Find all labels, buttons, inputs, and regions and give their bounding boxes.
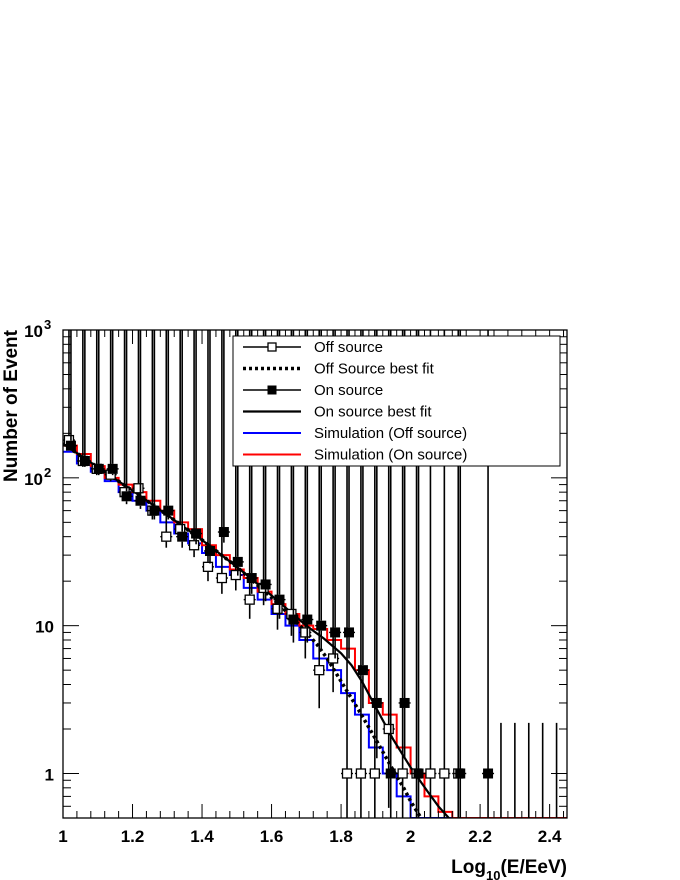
y-tick-label: 1 — [45, 765, 54, 784]
y-axis-title: Number of Event — [1, 329, 22, 482]
legend-entry-5-label: Simulation (On source) — [314, 447, 467, 464]
x-tick-label: 1.6 — [260, 827, 284, 846]
off-source-point-18 — [314, 665, 325, 676]
series-off-source-points — [63, 330, 465, 818]
on-source-point-10 — [204, 545, 215, 556]
y-tick-label: 10 — [24, 470, 43, 489]
on-source-point-5 — [135, 495, 146, 506]
x-axis-title-rest: (E/EeV) — [500, 857, 567, 878]
off-source-point-13 — [244, 594, 255, 605]
off-source-point-11 — [216, 572, 228, 584]
off-source-point-26 — [425, 768, 436, 779]
off-source-point-5 — [133, 483, 144, 494]
on-source-point-1 — [79, 455, 90, 466]
legend-entry-2-label: On source — [314, 382, 383, 399]
on-source-point-28 — [455, 768, 466, 779]
plot-clipped-group — [63, 330, 567, 818]
on-source-point-21 — [357, 665, 368, 676]
x-tick-label: 1.4 — [190, 827, 214, 846]
on-source-point-0 — [65, 440, 76, 451]
on-source-point-30 — [483, 768, 494, 779]
off-source-point-21 — [355, 768, 367, 779]
on-source-point-22 — [371, 697, 382, 708]
off-source-point-19 — [327, 653, 339, 664]
x-axis-title-subscript: 10 — [486, 868, 500, 880]
off-source-point-17 — [300, 627, 311, 638]
off-source-point-12 — [230, 569, 241, 581]
on-source-point-20 — [344, 627, 355, 638]
legend-entry-0-label: Off source — [314, 339, 383, 356]
x-tick-label: 2 — [406, 827, 415, 846]
on-source-point-15 — [274, 594, 285, 605]
on-source-point-25 — [413, 768, 424, 779]
on-source-point-13 — [246, 573, 257, 584]
x-axis-title-base: Log — [451, 857, 486, 878]
off-source-point-20 — [341, 768, 353, 779]
x-axis-title: Log10(E/EeV) — [451, 857, 567, 880]
legend-entry-4-label: Simulation (Off source) — [314, 425, 467, 442]
y-tick-label-exponent: 3 — [44, 317, 51, 332]
on-source-point-17 — [302, 614, 313, 625]
on-source-point-6 — [149, 505, 160, 516]
on-source-point-3 — [107, 463, 118, 474]
y-tick-label: 10 — [35, 618, 54, 637]
x-tick-label: 1.8 — [329, 827, 353, 846]
legend-box — [232, 335, 561, 467]
off-source-point-9 — [188, 540, 200, 551]
on-source-point-8 — [177, 531, 188, 542]
legend-entry-0-marker — [267, 342, 277, 352]
on-source-point-2 — [93, 463, 104, 474]
plot-frame — [62, 329, 568, 819]
on-source-point-23 — [385, 768, 396, 779]
off-source-point-10 — [202, 561, 214, 572]
on-source-point-24 — [399, 697, 410, 708]
legend-entry-2-marker — [267, 385, 277, 395]
x-tick-label: 2.2 — [468, 827, 492, 846]
off-source-point-22 — [369, 768, 380, 779]
on-source-point-7 — [163, 505, 174, 516]
legend-entry-3-label: On source best fit — [314, 404, 432, 421]
off-source-point-7 — [161, 531, 172, 542]
x-tick-label: 1 — [58, 827, 67, 846]
on-source-point-19 — [330, 627, 341, 638]
x-tick-label: 2.4 — [538, 827, 562, 846]
on-source-point-4 — [121, 491, 132, 502]
y-tick-label: 10 — [24, 322, 43, 341]
on-source-point-12 — [232, 556, 243, 567]
off-source-point-27 — [439, 768, 450, 779]
x-tick-label: 1.2 — [121, 827, 145, 846]
off-source-point-15 — [272, 603, 283, 614]
on-source-point-11 — [218, 527, 229, 538]
y-tick-label-exponent: 2 — [44, 465, 51, 480]
off-source-point-23 — [383, 723, 394, 735]
legend: Off source Off Source best fit On source On… — [232, 335, 561, 467]
on-source-point-16 — [288, 614, 299, 625]
on-source-point-18 — [316, 620, 327, 631]
on-source-point-9 — [191, 528, 202, 539]
plot-area — [63, 330, 567, 818]
on-source-point-14 — [260, 579, 271, 590]
legend-entry-1-label: Off Source best fit — [314, 361, 435, 378]
off-source-point-24 — [397, 768, 408, 779]
